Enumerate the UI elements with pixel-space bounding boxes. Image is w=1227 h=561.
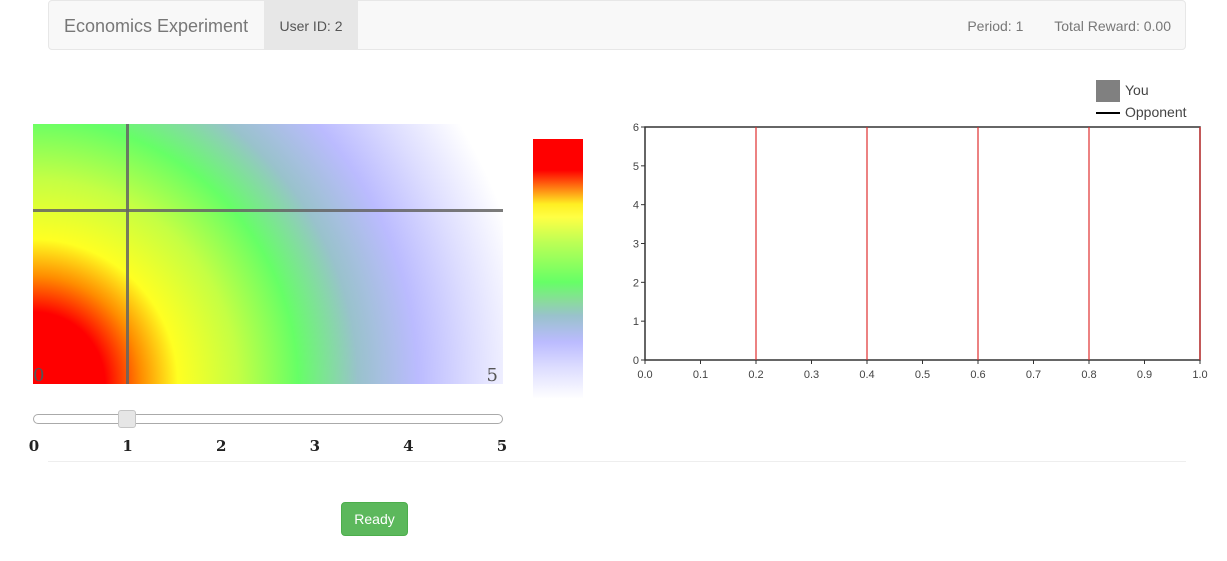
brand-title[interactable]: Economics Experiment (64, 16, 249, 36)
period-label: Period: 1 (967, 18, 1024, 34)
x-tick-label: 1.0 (1192, 369, 1207, 381)
x-tick-label: 0.2 (748, 369, 763, 381)
y-tick-label: 6 (633, 122, 639, 134)
user-id-badge: User ID: 2 (264, 1, 358, 50)
x-tick-label: 0.0 (637, 369, 652, 381)
x-tick-label: 0.3 (804, 369, 819, 381)
x-tick-label: 0.8 (1081, 369, 1096, 381)
divider (48, 461, 1186, 462)
slider-tick-label: 3 (309, 437, 321, 455)
color-scale-legend (533, 139, 583, 399)
heatmap-min-label: 0 (33, 365, 45, 384)
heatmap-horizontal-crosshair (33, 209, 503, 212)
nav-status: Period: 1 Total Reward: 0.00 (940, 1, 1171, 51)
legend-opponent-label: Opponent (1125, 104, 1187, 120)
y-tick-label: 1 (633, 316, 639, 328)
heatmap-vertical-crosshair (126, 124, 129, 384)
legend-opponent-line (1096, 112, 1120, 114)
y-tick-label: 4 (633, 200, 639, 212)
navbar: Economics Experiment User ID: 2 Period: … (48, 0, 1186, 50)
legend-you-label: You (1125, 82, 1149, 98)
slider-tick-label: 0 (28, 437, 40, 455)
strategy-history-chart: 0.0 0.1 0.2 0.3 0.4 0.5 0.6 0.7 0.8 0.9 1.0 0 1 2 3 4 5 6 (633, 122, 1208, 381)
strategy-slider-handle[interactable] (118, 410, 136, 428)
strategy-slider-track[interactable] (33, 414, 503, 424)
slider-tick-label: 4 (403, 437, 414, 455)
payoff-heatmap[interactable]: 0 5 (33, 124, 503, 384)
legend-you-swatch (1096, 80, 1120, 102)
x-tick-label: 0.6 (970, 369, 985, 381)
y-tick-label: 3 (633, 239, 639, 251)
ready-button[interactable]: Ready (341, 502, 408, 536)
x-tick-label: 0.9 (1137, 369, 1152, 381)
heatmap-max-label: 5 (486, 365, 498, 384)
slider-tick-label: 5 (496, 437, 508, 455)
x-tick-label: 0.4 (859, 369, 874, 381)
x-tick-label: 0.7 (1026, 369, 1041, 381)
x-tick-label: 0.5 (915, 369, 930, 381)
slider-tick-label: 1 (122, 437, 133, 455)
slider-tick-label: 2 (215, 437, 227, 455)
plot-area (644, 126, 1201, 361)
y-tick-label: 0 (633, 355, 639, 367)
y-tick-label: 5 (633, 161, 639, 173)
y-tick-label: 2 (633, 277, 639, 289)
total-reward-label: Total Reward: 0.00 (1054, 18, 1171, 34)
x-tick-label: 0.1 (693, 369, 708, 381)
